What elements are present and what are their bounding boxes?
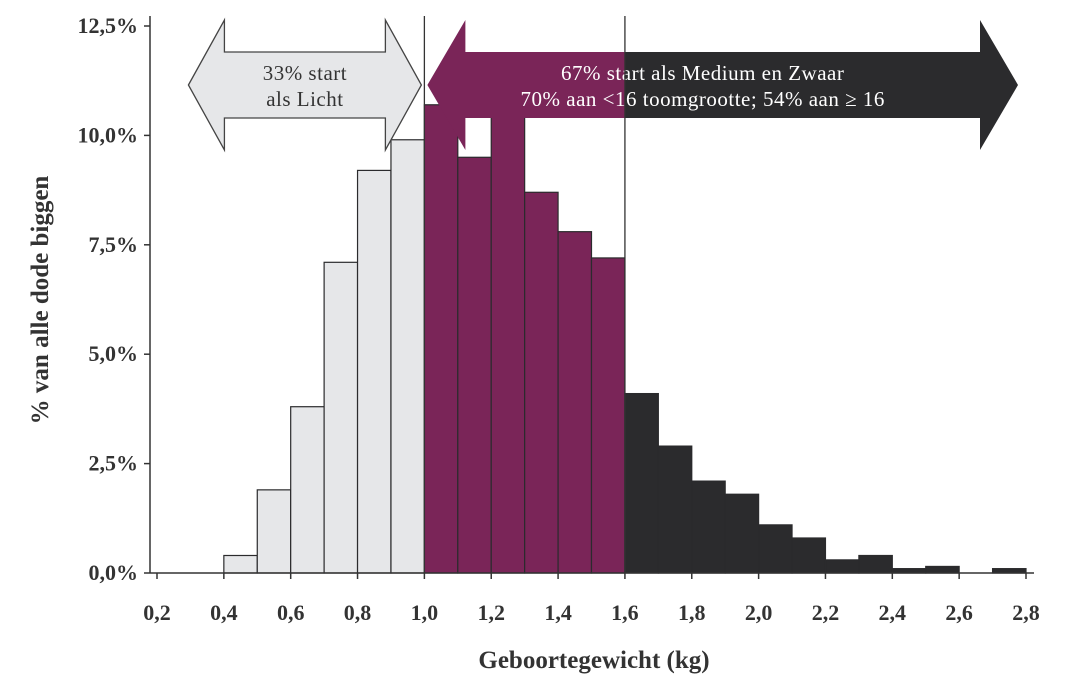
- histogram-bar-0: [223, 554, 258, 574]
- x-tick-label-2: 0,6: [277, 600, 305, 625]
- histogram-bar-12: [624, 392, 659, 574]
- x-tick-label-6: 1,4: [544, 600, 572, 625]
- y-axis-title: % van alle dode biggen: [27, 176, 54, 425]
- tick-labels: 0,0% 2,5% 5,0% 7,5% 10,0% 12,5% 0,2 0,4 0,6 0,8 1,…: [78, 13, 1040, 625]
- x-tick-label-11: 2,4: [879, 600, 907, 625]
- histogram-bar-14: [691, 480, 726, 574]
- histogram-bar-16: [758, 524, 793, 574]
- x-tick-label-10: 2,2: [812, 600, 840, 625]
- x-tick-label-12: 2,6: [945, 600, 973, 625]
- x-tick-label-5: 1,2: [477, 600, 505, 625]
- medium-arrow-segment: [427, 20, 625, 150]
- y-tick-label-1: 2,5%: [89, 451, 139, 476]
- histogram-bar-21: [925, 565, 960, 574]
- x-tick-label-3: 0,8: [344, 600, 372, 625]
- x-tick-label-1: 0,4: [210, 600, 238, 625]
- histogram-bar-5: [390, 139, 425, 574]
- medium-heavy-arrow-text-line1: 67% start als Medium en Zwaar: [561, 61, 844, 85]
- x-tick-label-7: 1,6: [611, 600, 639, 625]
- histogram-bar-13: [657, 445, 693, 574]
- y-tick-label-0: 0,0%: [89, 560, 139, 585]
- divider-lines: [423, 16, 626, 573]
- histogram-bar-4: [356, 169, 392, 574]
- histogram-bar-17: [791, 537, 827, 574]
- bars-layer: [223, 104, 1027, 574]
- y-tick-label-2: 5,0%: [89, 341, 139, 366]
- medium-heavy-arrow-text-line2: 70% aan <16 toomgrootte; 54% aan ≥ 16: [521, 87, 885, 111]
- histogram-bar-2: [290, 406, 325, 574]
- x-axis-title: Geboortegewicht (kg): [478, 647, 709, 674]
- x-tick-label-8: 1,8: [678, 600, 706, 625]
- y-tick-label-5: 12,5%: [78, 13, 139, 38]
- histogram-bar-19: [858, 554, 893, 574]
- histogram-bar-3: [323, 261, 359, 574]
- light-group-arrow: [187, 17, 423, 153]
- y-tick-label-3: 7,5%: [89, 232, 139, 257]
- x-tick-label-13: 2,8: [1012, 600, 1040, 625]
- histogram-bar-8: [490, 108, 526, 574]
- x-tick-label-4: 1,0: [411, 600, 439, 625]
- histogram-bar-9: [524, 191, 559, 574]
- histogram-bar-7: [457, 156, 492, 574]
- histogram-bar-6: [423, 104, 459, 574]
- y-tick-label-4: 10,0%: [78, 122, 139, 147]
- x-tick-label-0: 0,2: [143, 600, 171, 625]
- light-arrow-text-line1: 33% start: [263, 61, 347, 85]
- heavy-arrow-segment: [624, 20, 1018, 150]
- histogram-bar-1: [256, 489, 292, 574]
- x-tick-label-9: 2,0: [745, 600, 773, 625]
- histogram-bar-15: [724, 493, 760, 574]
- histogram-bar-18: [824, 559, 860, 574]
- axes-layer: [144, 16, 1034, 579]
- histogram-bar-10: [557, 231, 593, 574]
- histogram-bar-11: [590, 257, 626, 574]
- light-arrow-text-line2: als Licht: [266, 87, 343, 111]
